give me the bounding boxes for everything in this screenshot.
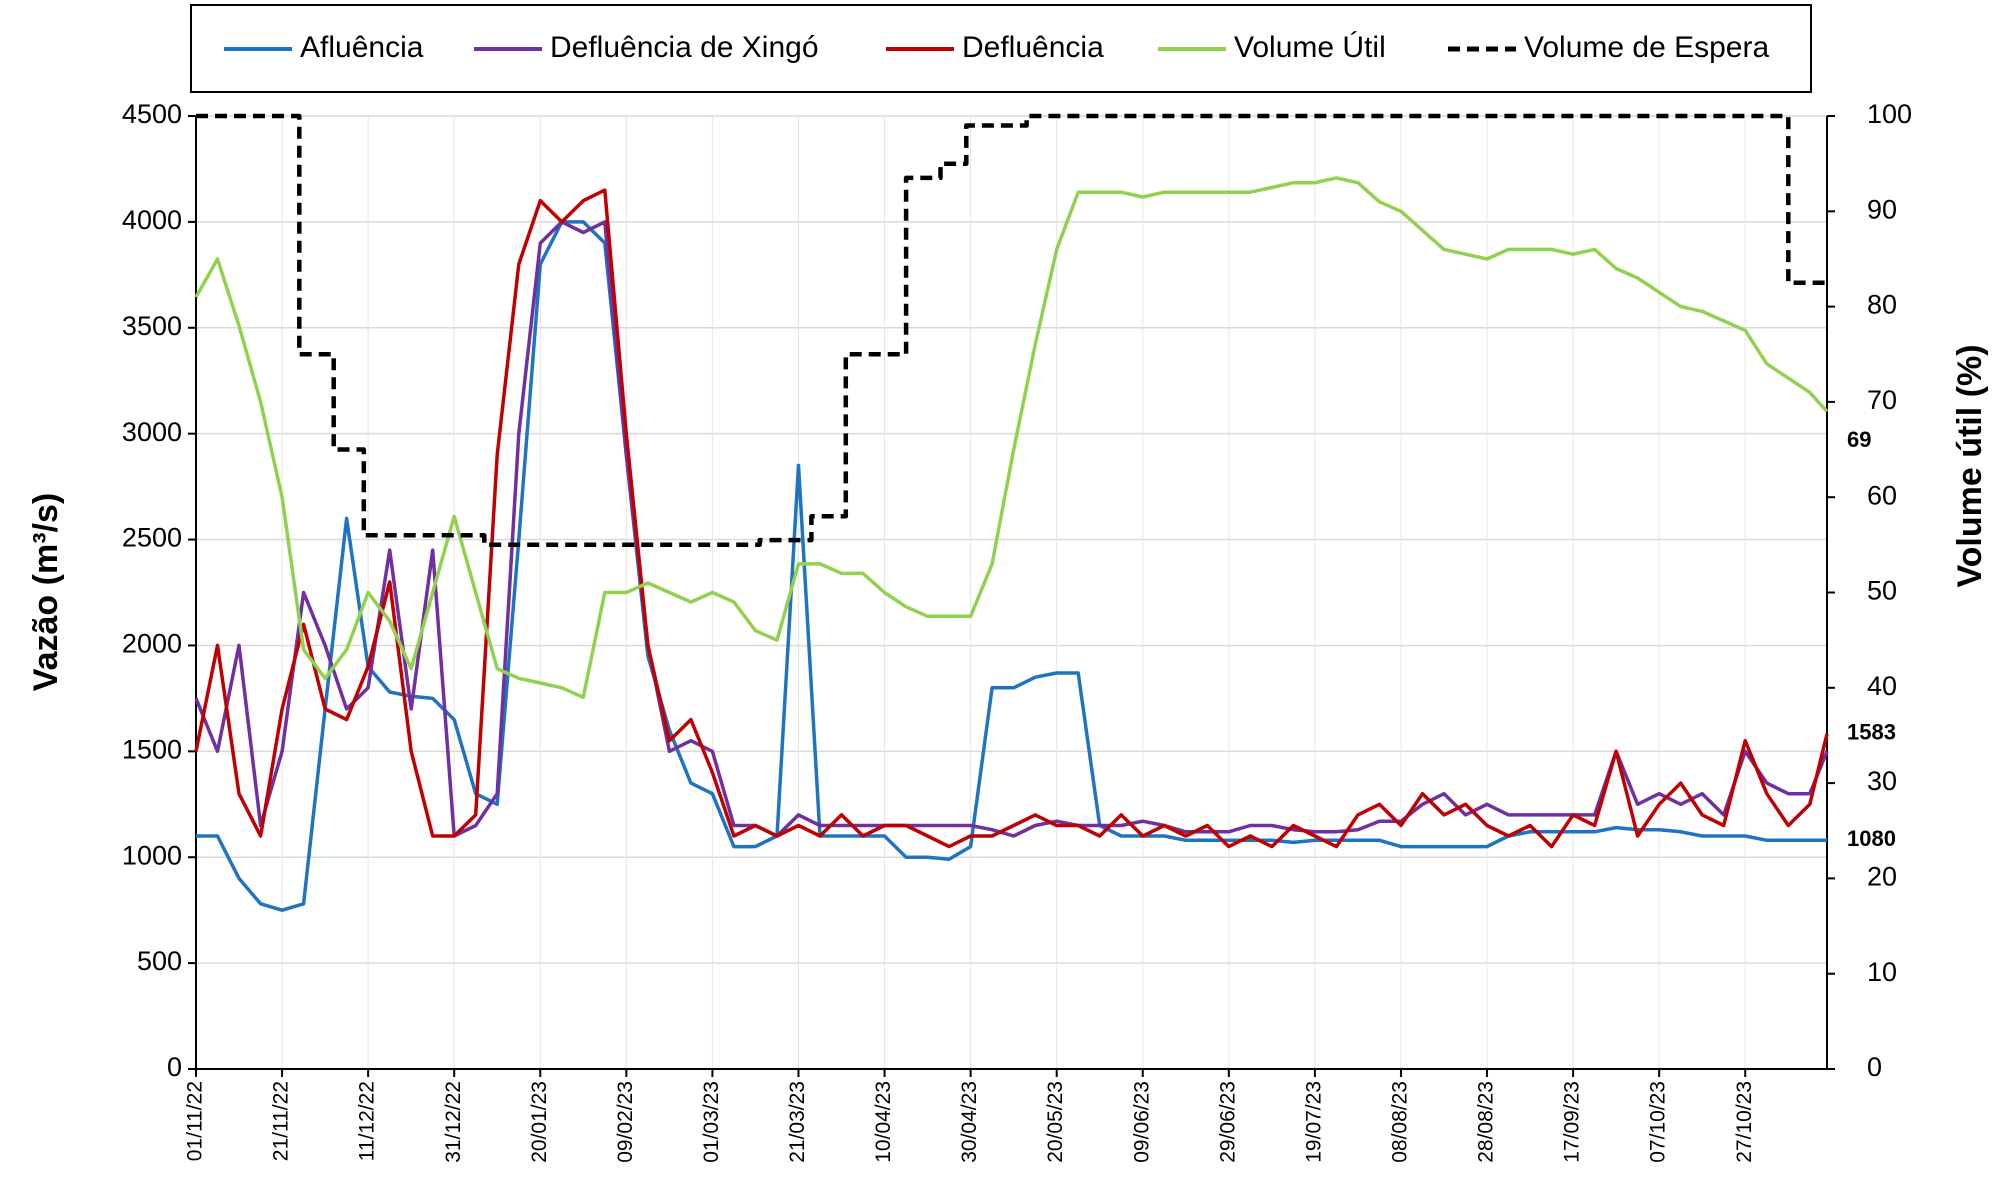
y-tick-label: 4000 [122, 205, 182, 235]
x-tick-label: 28/08/23 [1475, 1081, 1498, 1163]
x-tick-label: 11/12/22 [356, 1081, 379, 1161]
y-tick-label: 4500 [122, 99, 182, 129]
legend-label: Volume Útil [1234, 31, 1386, 64]
end-value-label: 69 [1847, 427, 1871, 452]
legend-label: Defluência [962, 31, 1104, 64]
y-axis-title: Vazão (m³/s) [27, 493, 65, 691]
x-tick-label: 27/10/23 [1733, 1081, 1756, 1163]
x-tick-label: 09/02/23 [614, 1081, 637, 1163]
y2-tick-label: 50 [1867, 576, 1897, 606]
x-tick-label: 21/03/23 [786, 1081, 809, 1163]
y2-tick-label: 0 [1867, 1052, 1882, 1082]
y2-tick-label: 70 [1867, 385, 1897, 415]
x-tick-label: 01/03/23 [700, 1081, 723, 1163]
x-tick-label: 19/07/23 [1302, 1081, 1325, 1163]
x-tick-label: 20/05/23 [1044, 1081, 1067, 1163]
y-tick-label: 0 [167, 1052, 182, 1082]
x-tick-label: 10/04/23 [872, 1081, 895, 1163]
series-line [194, 220, 1829, 838]
x-tick-label: 08/08/23 [1389, 1081, 1412, 1163]
legend-box [190, 4, 1812, 93]
x-tick-label: 09/06/23 [1130, 1081, 1153, 1163]
x-tick-label: 31/12/22 [442, 1081, 465, 1163]
end-value-label: 1583 [1847, 720, 1896, 745]
legend-label: Defluência de Xingó [550, 31, 819, 64]
series-line [194, 188, 1829, 849]
y2-tick-label: 40 [1867, 671, 1897, 701]
x-tick-label: 07/10/23 [1647, 1081, 1670, 1163]
legend-label: Volume de Espera [1524, 31, 1769, 64]
series-line [196, 220, 1827, 912]
y-tick-label: 3000 [122, 417, 182, 447]
x-tick-label: 20/01/23 [528, 1081, 551, 1163]
y-tick-label: 1500 [122, 734, 182, 764]
series-line [194, 176, 1829, 700]
x-tick-label: 01/11/22 [184, 1081, 207, 1161]
x-tick-label: 29/06/23 [1216, 1081, 1239, 1163]
y2-axis-title: Volume útil (%) [1951, 344, 1989, 587]
y-tick-label: 500 [137, 946, 182, 976]
series-line [196, 113, 1827, 548]
y2-tick-label: 100 [1867, 99, 1912, 129]
x-tick-label: 17/09/23 [1561, 1081, 1584, 1163]
y2-tick-label: 80 [1867, 290, 1897, 320]
y-tick-label: 1000 [122, 840, 182, 870]
y2-tick-label: 30 [1867, 766, 1897, 796]
y2-tick-label: 20 [1867, 862, 1897, 892]
y-tick-label: 2000 [122, 629, 182, 659]
legend-label: Afluência [300, 31, 424, 64]
y2-tick-label: 60 [1867, 480, 1897, 510]
y-tick-label: 2500 [122, 523, 182, 553]
y-tick-label: 3500 [122, 311, 182, 341]
y2-tick-label: 10 [1867, 957, 1897, 987]
end-value-label: 1080 [1847, 826, 1896, 851]
x-tick-label: 21/11/22 [270, 1081, 293, 1161]
x-tick-label: 30/04/23 [958, 1081, 981, 1163]
y2-tick-label: 90 [1867, 194, 1897, 224]
